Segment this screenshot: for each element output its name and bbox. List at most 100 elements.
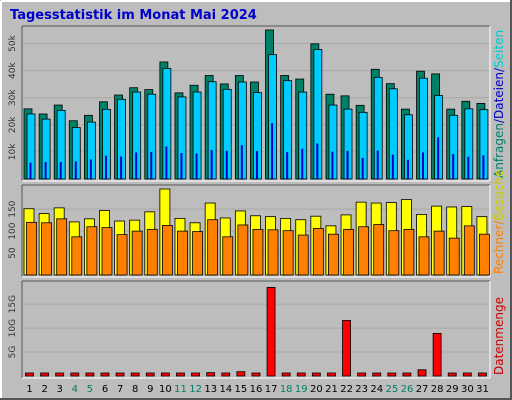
x-tick-label: 18 <box>280 384 293 395</box>
bar-seiten <box>422 152 425 179</box>
panel-middle-legend: Rechner/Besuche <box>492 170 506 274</box>
bar-rechner <box>388 230 400 276</box>
bar-datenmenge <box>251 372 261 377</box>
bar-datenmenge <box>100 372 110 377</box>
bar-rechner <box>86 226 98 276</box>
panel-bottom-bars <box>25 286 487 377</box>
x-tick-label: 10 <box>159 384 172 395</box>
bar-datenmenge <box>357 372 367 377</box>
x-tick-label: 31 <box>476 384 489 395</box>
y-tick-label: 30k <box>8 89 18 106</box>
legend-label: Dateien <box>492 72 506 119</box>
bar-datenmenge <box>221 372 231 377</box>
bar-datenmenge <box>191 372 200 377</box>
bar-datenmenge <box>281 372 291 377</box>
bar-datenmenge <box>85 372 95 377</box>
bar-rechner <box>177 230 188 276</box>
x-tick-label: 12 <box>189 384 202 395</box>
x-tick-label: 20 <box>310 384 323 395</box>
bar-seiten <box>331 151 334 179</box>
bar-rechner <box>71 236 83 276</box>
bar-seiten <box>225 150 228 179</box>
bar-seiten <box>391 154 394 179</box>
bar-seiten <box>255 151 258 179</box>
y-tick-label: 150 <box>8 200 18 217</box>
bar-datenmenge <box>145 372 155 377</box>
panel-top-legend: Anfragen/Dateien/Seiten <box>492 30 506 178</box>
bar-rechner <box>403 228 415 276</box>
bar-datenmenge <box>327 372 336 377</box>
x-tick-label: 7 <box>117 384 123 395</box>
legend-label: Besuche <box>492 170 506 221</box>
x-tick-label: 22 <box>340 384 353 395</box>
bar-datenmenge <box>25 372 34 377</box>
bar-rechner <box>297 234 309 276</box>
legend-label: / <box>492 220 506 225</box>
bar-rechner <box>282 230 294 276</box>
bar-seiten <box>452 154 455 179</box>
bar-rechner <box>131 230 143 276</box>
y-tick-label: 100 <box>8 222 18 239</box>
bar-datenmenge <box>372 372 382 377</box>
legend-label: / <box>492 67 506 72</box>
bar-rechner <box>116 234 128 276</box>
bar-datenmenge <box>447 372 457 377</box>
bar-rechner <box>237 224 249 276</box>
x-tick-label: 8 <box>132 384 138 395</box>
bar-seiten <box>240 145 243 179</box>
bar-datenmenge <box>417 369 427 377</box>
bar-seiten <box>120 156 123 179</box>
x-tick-label: 26 <box>401 384 414 395</box>
legend-label: Datenmenge <box>492 297 506 375</box>
panel-bottom-legend: Datenmenge <box>492 297 506 375</box>
panel-top-bars <box>23 29 489 180</box>
bar-datenmenge <box>432 332 442 377</box>
bar-seiten <box>361 157 364 179</box>
x-tick-label: 25 <box>386 384 399 395</box>
bar-datenmenge <box>55 372 65 377</box>
bar-datenmenge <box>462 372 472 377</box>
bar-rechner <box>343 228 354 276</box>
y-tick-label: 10k <box>8 143 18 160</box>
bar-datenmenge <box>236 371 246 377</box>
x-tick-label: 15 <box>235 384 248 395</box>
x-tick-label: 11 <box>174 384 187 395</box>
bar-datenmenge <box>130 372 140 377</box>
x-tick-label: 17 <box>265 384 278 395</box>
panel-bottom: 5G 10G 15G Datenmenge <box>8 280 506 379</box>
bar-seiten <box>59 161 62 179</box>
bar-rechner <box>146 228 158 276</box>
x-tick-label: 28 <box>431 384 444 395</box>
x-axis-day-labels: 1 2 3 4 5 6 7 8 9 10 11 12 13 14 15 16 17 18 19 20 21 22 23 24 2… <box>26 384 488 395</box>
bar-seiten <box>195 153 198 179</box>
legend-label: Seiten <box>492 30 506 68</box>
bar-seiten <box>467 156 470 179</box>
y-tick-label: 20k <box>8 116 18 133</box>
bar-seiten <box>346 150 349 179</box>
x-tick-label: 3 <box>57 384 63 395</box>
bar-seiten <box>286 152 289 179</box>
panel-middle: 50 100 150 Rechner/Besuche <box>8 170 506 278</box>
bar-rechner <box>56 218 68 276</box>
bar-datenmenge <box>115 372 125 377</box>
y-tick-label: 5G <box>8 346 18 359</box>
x-tick-label: 23 <box>355 384 368 395</box>
x-tick-label: 9 <box>147 384 153 395</box>
bar-rechner <box>312 228 324 276</box>
bar-seiten <box>180 152 183 179</box>
bar-seiten <box>376 150 379 179</box>
bar-datenmenge <box>342 320 351 377</box>
y-tick-label: 10G <box>8 319 18 337</box>
bar-rechner <box>448 237 460 276</box>
x-tick-label: 2 <box>41 384 47 395</box>
chart-panels: 10k20k30k40k50kAnfragen/Dateien/Seiten50… <box>8 25 506 379</box>
y-tick-label: 50 <box>8 247 18 259</box>
y-tick-label: 50k <box>8 34 18 51</box>
legend-label: Anfragen <box>492 123 506 178</box>
bar-seiten <box>482 155 485 179</box>
bar-seiten <box>406 159 409 179</box>
bar-rechner <box>252 228 264 276</box>
panel-bottom-background <box>22 281 490 378</box>
bar-rechner <box>328 233 339 276</box>
